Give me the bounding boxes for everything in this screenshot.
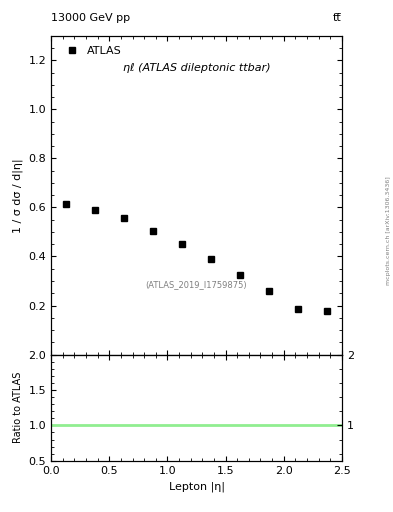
Text: 13000 GeV pp: 13000 GeV pp	[51, 13, 130, 23]
ATLAS	[121, 216, 126, 222]
Legend: ATLAS: ATLAS	[57, 41, 126, 60]
X-axis label: Lepton |η|: Lepton |η|	[169, 481, 224, 492]
ATLAS	[209, 256, 213, 262]
ATLAS	[238, 272, 242, 278]
Y-axis label: Ratio to ATLAS: Ratio to ATLAS	[13, 372, 23, 443]
Text: ηℓ (ATLAS dileptonic ttbar): ηℓ (ATLAS dileptonic ttbar)	[123, 62, 270, 73]
ATLAS	[180, 241, 184, 247]
Text: mcplots.cern.ch [arXiv:1306.3436]: mcplots.cern.ch [arXiv:1306.3436]	[386, 176, 391, 285]
ATLAS	[63, 201, 68, 207]
ATLAS	[92, 207, 97, 213]
Line: ATLAS: ATLAS	[63, 201, 330, 314]
ATLAS	[151, 228, 155, 234]
Text: tt̅: tt̅	[333, 13, 342, 23]
ATLAS	[267, 288, 272, 294]
ATLAS	[325, 308, 330, 314]
ATLAS	[296, 306, 301, 312]
Text: (ATLAS_2019_I1759875): (ATLAS_2019_I1759875)	[146, 280, 247, 289]
Y-axis label: 1 / σ dσ / d|η|: 1 / σ dσ / d|η|	[13, 158, 23, 232]
